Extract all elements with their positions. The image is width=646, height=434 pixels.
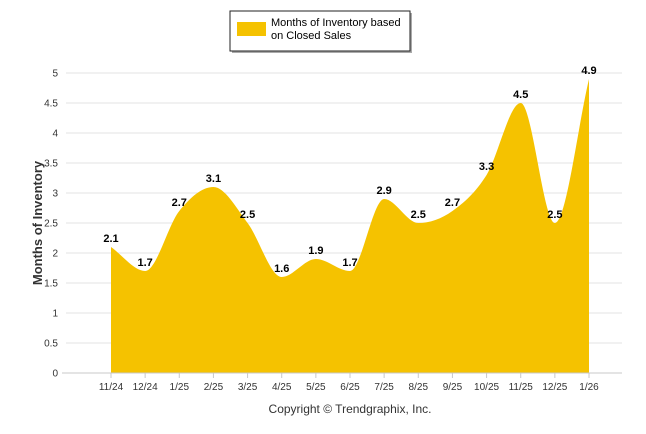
legend-swatch — [237, 22, 266, 36]
area-series-inventory — [111, 79, 589, 373]
x-axis-ticks: 11/24 12/24 1/25 2/25 3/25 4/25 5/25 6/25 7/25 8/… — [99, 373, 599, 393]
data-label: 1.7 — [342, 257, 357, 269]
plot-area — [111, 79, 589, 373]
legend-line-1: Months of Inventory based — [271, 17, 401, 29]
data-label: 2.5 — [240, 209, 255, 221]
data-label: 3.1 — [206, 173, 221, 185]
x-tick-label: 12/24 — [133, 382, 158, 393]
x-tick-label: 3/25 — [238, 382, 258, 393]
data-labels: 2.1 1.7 2.7 3.1 2.5 1.6 1.9 1.7 2.9 2.5 2.7 3.3 4.5 2… — [103, 65, 596, 275]
x-tick-label: 9/25 — [443, 382, 463, 393]
data-label: 4.5 — [513, 89, 528, 101]
y-tick-label: 0 — [52, 369, 58, 380]
x-tick-label: 5/25 — [306, 382, 326, 393]
x-tick-label: 4/25 — [272, 382, 292, 393]
y-tick-label: 4 — [52, 129, 58, 140]
legend-line-2: on Closed Sales — [271, 30, 352, 42]
data-label: 2.5 — [547, 209, 562, 221]
data-label: 2.9 — [376, 185, 391, 197]
x-tick-label: 6/25 — [340, 382, 360, 393]
y-tick-label: 4.5 — [44, 99, 58, 110]
data-label: 4.9 — [581, 65, 596, 77]
x-tick-label: 1/26 — [579, 382, 599, 393]
y-axis-title: Months of Inventory — [30, 160, 45, 285]
data-label: 2.5 — [411, 209, 426, 221]
y-tick-label: 0.5 — [44, 339, 58, 350]
x-tick-label: 11/24 — [99, 382, 124, 393]
data-label: 3.3 — [479, 161, 494, 173]
data-label: 1.9 — [308, 245, 323, 257]
x-tick-label: 12/25 — [542, 382, 567, 393]
y-tick-label: 5 — [52, 69, 58, 80]
y-tick-label: 1 — [52, 309, 58, 320]
y-tick-label: 1.5 — [44, 279, 58, 290]
y-tick-label: 3 — [52, 189, 58, 200]
y-axis-ticks: 0 0.5 1 1.5 2 2.5 3 3.5 4 4.5 5 — [44, 69, 58, 380]
x-tick-label: 10/25 — [474, 382, 499, 393]
x-tick-label: 1/25 — [170, 382, 190, 393]
x-tick-label: 7/25 — [374, 382, 394, 393]
y-tick-label: 2 — [52, 249, 58, 260]
data-label: 1.6 — [274, 263, 289, 275]
y-tick-label: 2.5 — [44, 219, 58, 230]
legend: Months of Inventory based on Closed Sale… — [229, 10, 412, 53]
x-tick-label: 11/25 — [509, 382, 534, 393]
x-tick-label: 8/25 — [409, 382, 429, 393]
data-label: 1.7 — [137, 257, 152, 269]
data-label: 2.1 — [103, 233, 118, 245]
y-tick-label: 3.5 — [44, 159, 58, 170]
data-label: 2.7 — [445, 197, 460, 209]
copyright-text: Copyright © Trendgraphix, Inc. — [269, 402, 432, 416]
x-tick-label: 2/25 — [204, 382, 224, 393]
data-label: 2.7 — [172, 197, 187, 209]
